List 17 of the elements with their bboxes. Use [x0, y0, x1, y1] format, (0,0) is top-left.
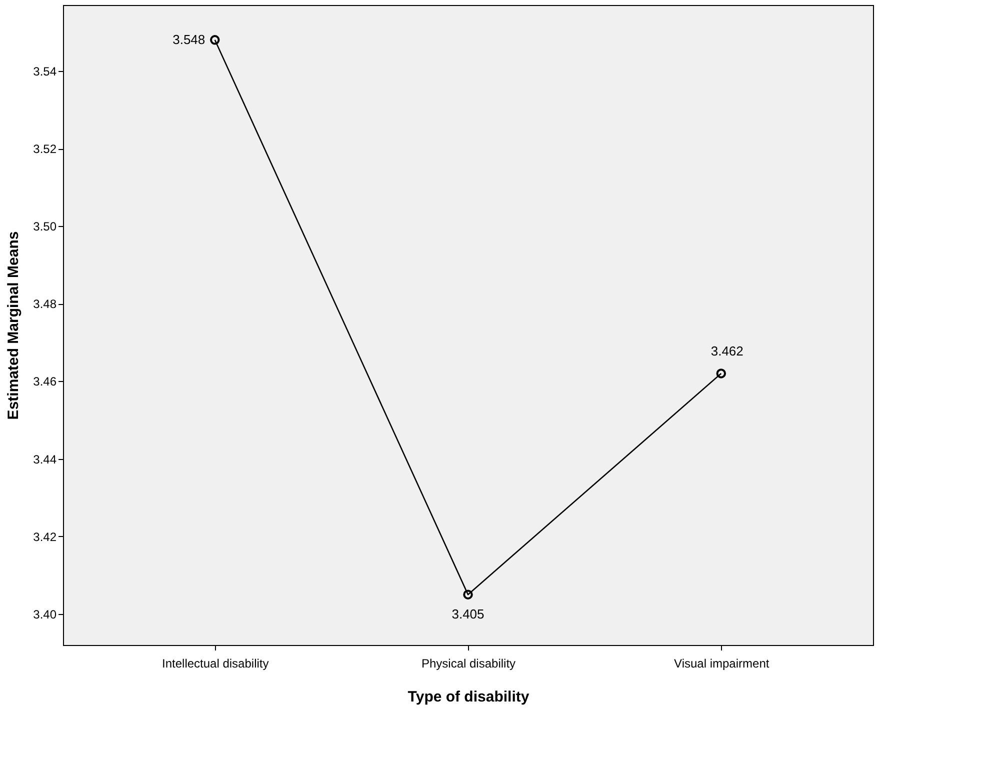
x-axis-title: Type of disability: [408, 688, 530, 706]
y-tick-label: 3.50: [33, 220, 57, 234]
y-tick-label: 3.54: [33, 64, 57, 78]
x-tick-label: Visual impairment: [674, 656, 770, 670]
data-label: 3.462: [710, 343, 744, 358]
x-tick-label: Intellectual disability: [162, 656, 269, 670]
y-tick-label: 3.42: [33, 530, 57, 544]
y-tick-label: 3.48: [33, 297, 57, 312]
point: [463, 590, 473, 600]
y-tick-label: 3.40: [33, 607, 57, 622]
y-tick-label: 3.44: [33, 452, 57, 466]
y-axis-title: Estimated Marginal Means: [5, 231, 22, 420]
y-tick-label: 3.52: [33, 142, 57, 156]
y-tick-label: 3.46: [33, 374, 57, 389]
data-label: 3.405: [452, 606, 484, 622]
x-tick-label: Physical disability: [421, 656, 516, 670]
data-label: 3.548: [172, 32, 206, 47]
